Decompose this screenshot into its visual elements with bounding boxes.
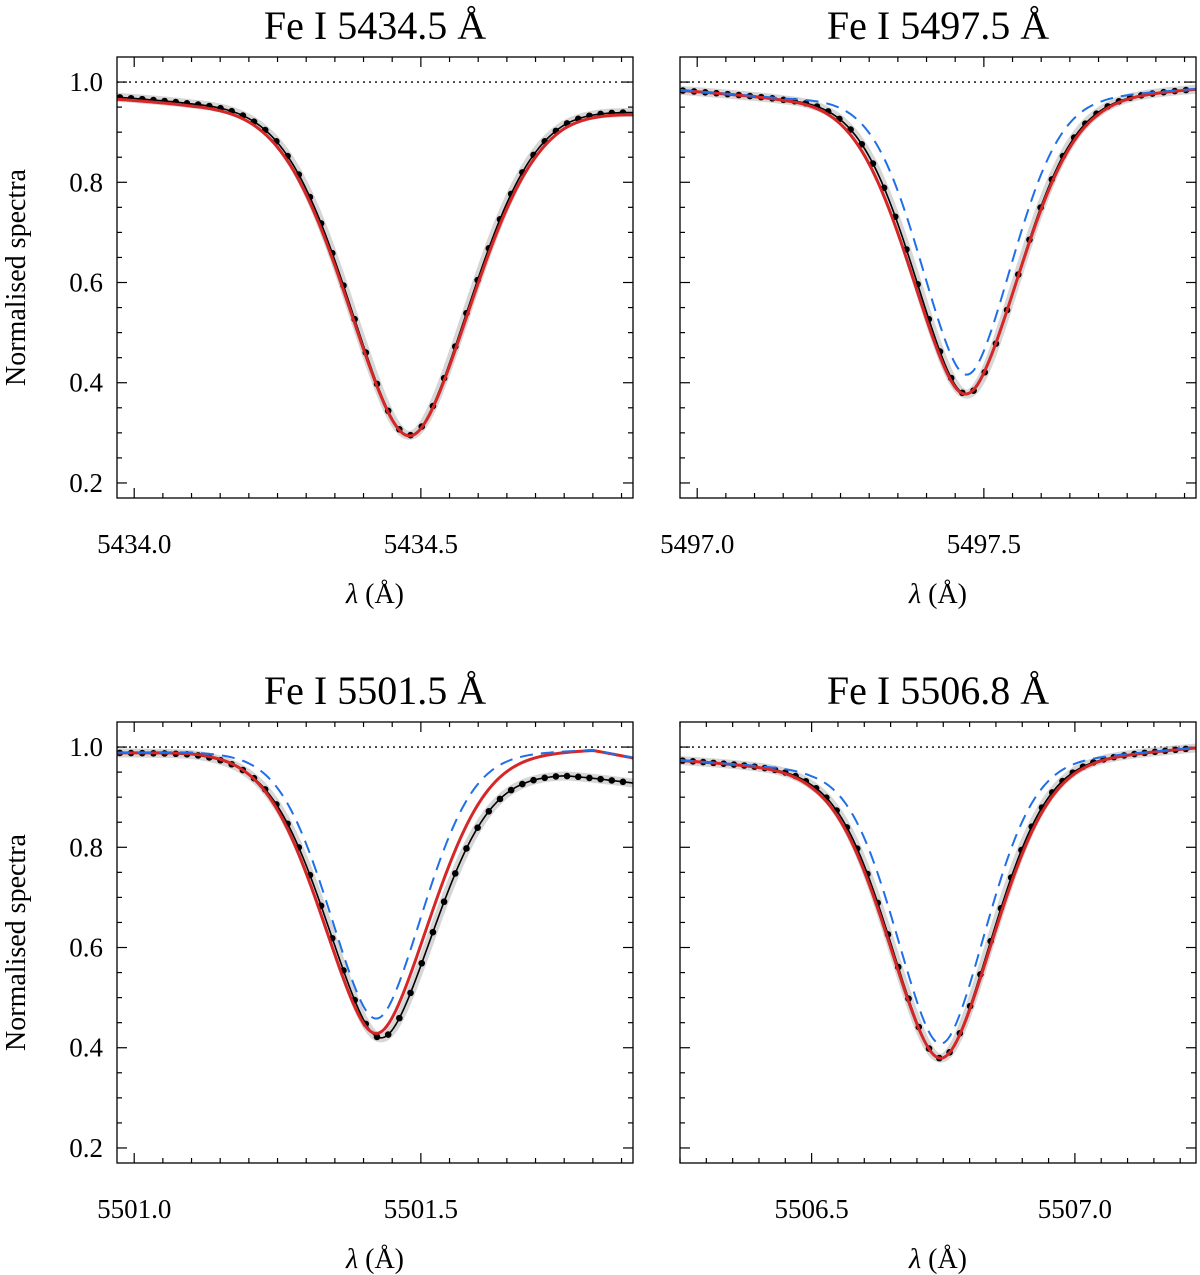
model-red-line xyxy=(117,748,633,1035)
observed-points xyxy=(680,745,1190,1062)
panel-frame xyxy=(116,721,634,1164)
plot-area xyxy=(117,746,633,1043)
model-red-line xyxy=(680,746,1196,1060)
observed-points xyxy=(680,86,1190,397)
panel-title: Fe I 5497.5 Å xyxy=(827,3,1049,48)
axis-ticks xyxy=(117,57,633,498)
observed-point xyxy=(507,786,515,794)
x-axis-label: λ (Å) xyxy=(345,1244,404,1275)
observed-uncertainty-band xyxy=(117,748,633,1043)
y-axis-label: Normalised spectra xyxy=(1,168,32,385)
observed-point xyxy=(474,824,481,832)
model-blue-dashed-line xyxy=(117,749,633,1020)
y-tick-label: 1.0 xyxy=(69,732,103,762)
axis-ticks xyxy=(680,57,1196,498)
x-tick-label: 5507.0 xyxy=(1038,1194,1112,1224)
model-blue-dashed-line xyxy=(680,746,1196,1045)
observed-line xyxy=(680,747,1196,1060)
panel-2: Fe I 5497.5 Å 5497.0 5497.5 λ (Å) xyxy=(660,3,1197,610)
observed-point xyxy=(541,774,549,782)
observed-point xyxy=(463,845,470,852)
axis-ticks xyxy=(117,722,633,1163)
observed-line xyxy=(117,752,633,1039)
observed-point xyxy=(440,898,448,906)
observed-point xyxy=(485,807,493,815)
plot-area xyxy=(680,743,1196,1063)
plot-area xyxy=(117,81,633,440)
x-axis-label: λ (Å) xyxy=(908,1244,967,1275)
model-red-line xyxy=(117,97,633,438)
x-tick-label: 5501.0 xyxy=(97,1194,171,1224)
x-axis-label: λ (Å) xyxy=(908,579,967,610)
y-tick-label: 0.2 xyxy=(69,1133,103,1163)
panel-1: Fe I 5434.5 Å 5434.0 5434.5 0.2 0.4 0.6 0.8 1.0… xyxy=(1,3,634,610)
y-axis-label: Normalised spectra xyxy=(1,833,32,1050)
y-tick-label: 0.4 xyxy=(69,1033,103,1063)
observed-points xyxy=(117,94,627,439)
observed-point xyxy=(608,777,616,784)
y-tick-label: 0.8 xyxy=(69,832,103,862)
panel-title: Fe I 5501.5 Å xyxy=(264,668,486,713)
observed-point xyxy=(530,776,537,784)
y-tick-label: 0.8 xyxy=(69,167,103,197)
observed-point xyxy=(563,772,571,780)
observed-point xyxy=(373,1033,381,1041)
axis-ticks xyxy=(679,722,1196,1163)
x-tick-label: 5434.5 xyxy=(384,529,458,559)
model-blue-dashed-line xyxy=(680,87,1196,376)
y-tick-label: 0.6 xyxy=(69,933,103,963)
y-tick-label: 0.6 xyxy=(69,268,103,298)
panel-title: Fe I 5506.8 Å xyxy=(827,668,1049,713)
plot-area xyxy=(680,81,1196,399)
x-tick-label: 5506.5 xyxy=(775,1194,849,1224)
x-tick-label: 5497.5 xyxy=(947,529,1021,559)
observed-point xyxy=(429,928,437,936)
observed-point xyxy=(597,775,604,783)
y-tick-label: 0.2 xyxy=(69,468,103,498)
x-tick-label: 5497.0 xyxy=(660,529,734,559)
observed-point xyxy=(396,1014,403,1022)
observed-point xyxy=(519,780,526,788)
observed-point xyxy=(496,795,504,803)
x-tick-label: 5434.0 xyxy=(97,529,171,559)
panel-3: Fe I 5501.5 Å 5501.0 5501.5 0.2 0.4 0.6 0.8 1.0… xyxy=(1,668,634,1275)
observed-point xyxy=(418,959,426,967)
panel-frame xyxy=(679,56,1197,499)
panel-frame xyxy=(116,56,634,499)
x-tick-label: 5501.5 xyxy=(384,1194,458,1224)
y-tick-label: 1.0 xyxy=(69,67,103,97)
observed-point xyxy=(552,773,560,780)
observed-point xyxy=(451,870,459,877)
observed-uncertainty-band xyxy=(680,743,1196,1063)
observed-point xyxy=(619,778,627,786)
observed-point xyxy=(574,773,582,781)
panel-title: Fe I 5434.5 Å xyxy=(264,3,486,48)
panel-frame xyxy=(679,721,1197,1164)
x-axis-label: λ (Å) xyxy=(345,579,404,610)
observed-point xyxy=(407,989,414,997)
observed-points xyxy=(117,749,627,1041)
model-red-line xyxy=(680,87,1196,396)
observed-point xyxy=(384,1031,392,1038)
y-tick-label: 0.4 xyxy=(69,368,103,398)
observed-point xyxy=(586,774,593,782)
panel-4: Fe I 5506.8 Å 5506.5 5507.0 λ (Å) xyxy=(679,668,1197,1275)
